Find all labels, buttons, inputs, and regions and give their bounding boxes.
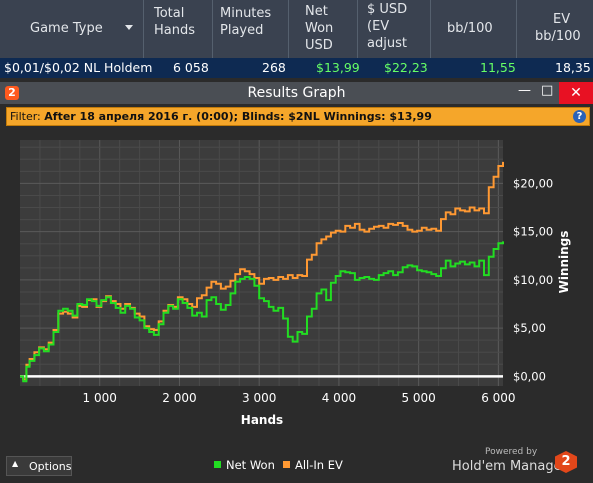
header-game-type-label: Game Type: [30, 21, 103, 36]
legend-swatch-all-in-ev: [283, 461, 290, 468]
chevron-up-icon: ▲: [12, 459, 19, 468]
header-net-won-line3: USD: [305, 38, 333, 53]
legend-swatch-net-won: [214, 461, 221, 468]
header-minutes-played[interactable]: Minutes Played: [213, 0, 289, 58]
cell-bb100: 11,55: [480, 60, 516, 75]
header-ev-bb100-line1: EV: [553, 12, 571, 27]
series-line-net-won: [20, 241, 504, 383]
header-total-hands-line1: Total: [154, 6, 185, 21]
x-tick-label: 2 000: [162, 391, 196, 405]
x-tick-label: 6 000: [481, 391, 515, 405]
window-title: Results Graph: [247, 85, 346, 101]
header-ev-bb100-line2: bb/100: [535, 29, 581, 44]
table-row[interactable]: $0,01/$0,02 NL Holdem 6 058 268 $13,99 $…: [0, 58, 593, 78]
header-net-won-line1: Net: [305, 4, 328, 19]
filter-bar[interactable]: Filter: After 18 апреля 2016 г. (0:00); …: [6, 107, 590, 126]
x-axis-label: Hands: [241, 413, 283, 427]
help-icon[interactable]: ?: [573, 110, 586, 123]
header-game-type[interactable]: Game Type: [0, 0, 144, 58]
header-net-won-line2: Won: [305, 21, 334, 36]
header-ev-usd-line3: adjust: [367, 36, 407, 51]
cell-hands: 6 058: [173, 60, 209, 75]
plot-area: [20, 140, 503, 386]
legend-label-all-in-ev: All-In EV: [295, 458, 343, 472]
header-total-hands-line2: Hands: [154, 23, 196, 38]
minimize-button[interactable]: —: [518, 83, 531, 98]
header-minutes-line2: Played: [220, 23, 264, 38]
y-tick-label: $20,00: [513, 176, 553, 190]
header-total-hands[interactable]: Total Hands: [144, 0, 213, 58]
legend-label-net-won: Net Won: [226, 458, 275, 472]
x-tick-label: 4 000: [322, 391, 356, 405]
x-tick-label: 3 000: [242, 391, 276, 405]
cell-ev-bb100: 18,35: [555, 60, 591, 75]
cell-minutes: 268: [262, 60, 286, 75]
filter-value: After 18 апреля 2016 г. (0:00); Blinds: …: [44, 110, 432, 123]
cell-net-won: $13,99: [316, 60, 360, 75]
header-ev-usd-line2: (EV: [367, 19, 390, 34]
brand-name: Hold'em Manager: [452, 459, 567, 474]
y-axis-label: Winnings: [557, 231, 571, 294]
header-ev-usd-line1: $ USD: [367, 2, 408, 17]
chevron-down-icon[interactable]: [125, 25, 133, 30]
options-label: Options: [29, 460, 72, 473]
y-tick-label: $5,00: [513, 321, 546, 335]
y-tick-label: $10,00: [513, 273, 553, 287]
hm2-brand-logo-icon: 2: [555, 451, 577, 473]
header-ev-bb100[interactable]: EV bb/100: [517, 0, 593, 58]
powered-by-text: Powered by: [485, 447, 538, 457]
x-tick-label: 5 000: [401, 391, 435, 405]
filter-label: Filter:: [10, 110, 41, 123]
y-tick-label: $0,00: [513, 369, 546, 383]
header-bb100-label: bb/100: [447, 21, 493, 36]
close-button[interactable]: ✕: [559, 82, 593, 104]
header-bb100[interactable]: bb/100: [431, 0, 517, 58]
stats-table-header: Game Type Total Hands Minutes Played Net…: [0, 0, 593, 58]
header-ev-usd[interactable]: $ USD (EV adjust: [358, 0, 431, 58]
tick-labels: 1 000 2 000 3 000 4 000 5 000 6 000 $0,00 $5,00…: [83, 176, 554, 405]
y-tick-label: $15,00: [513, 225, 553, 239]
options-button[interactable]: ▲ Options: [6, 456, 72, 476]
window-titlebar[interactable]: 2 Results Graph — □ ✕: [0, 82, 593, 104]
maximize-button[interactable]: □: [541, 83, 554, 98]
cell-ev-usd: $22,23: [384, 60, 428, 75]
cell-game: $0,01/$0,02 NL Holdem: [4, 60, 153, 75]
header-net-won[interactable]: Net Won USD: [289, 0, 358, 58]
hm2-logo-icon: 2: [5, 86, 19, 100]
legend-all-in-ev: All-In EV: [283, 458, 343, 472]
legend-net-won: Net Won: [214, 458, 275, 472]
x-tick-label: 1 000: [83, 391, 117, 405]
header-minutes-line1: Minutes: [220, 6, 272, 21]
series-lines: [20, 161, 504, 383]
filter-text: Filter: After 18 апреля 2016 г. (0:00); …: [10, 110, 432, 123]
